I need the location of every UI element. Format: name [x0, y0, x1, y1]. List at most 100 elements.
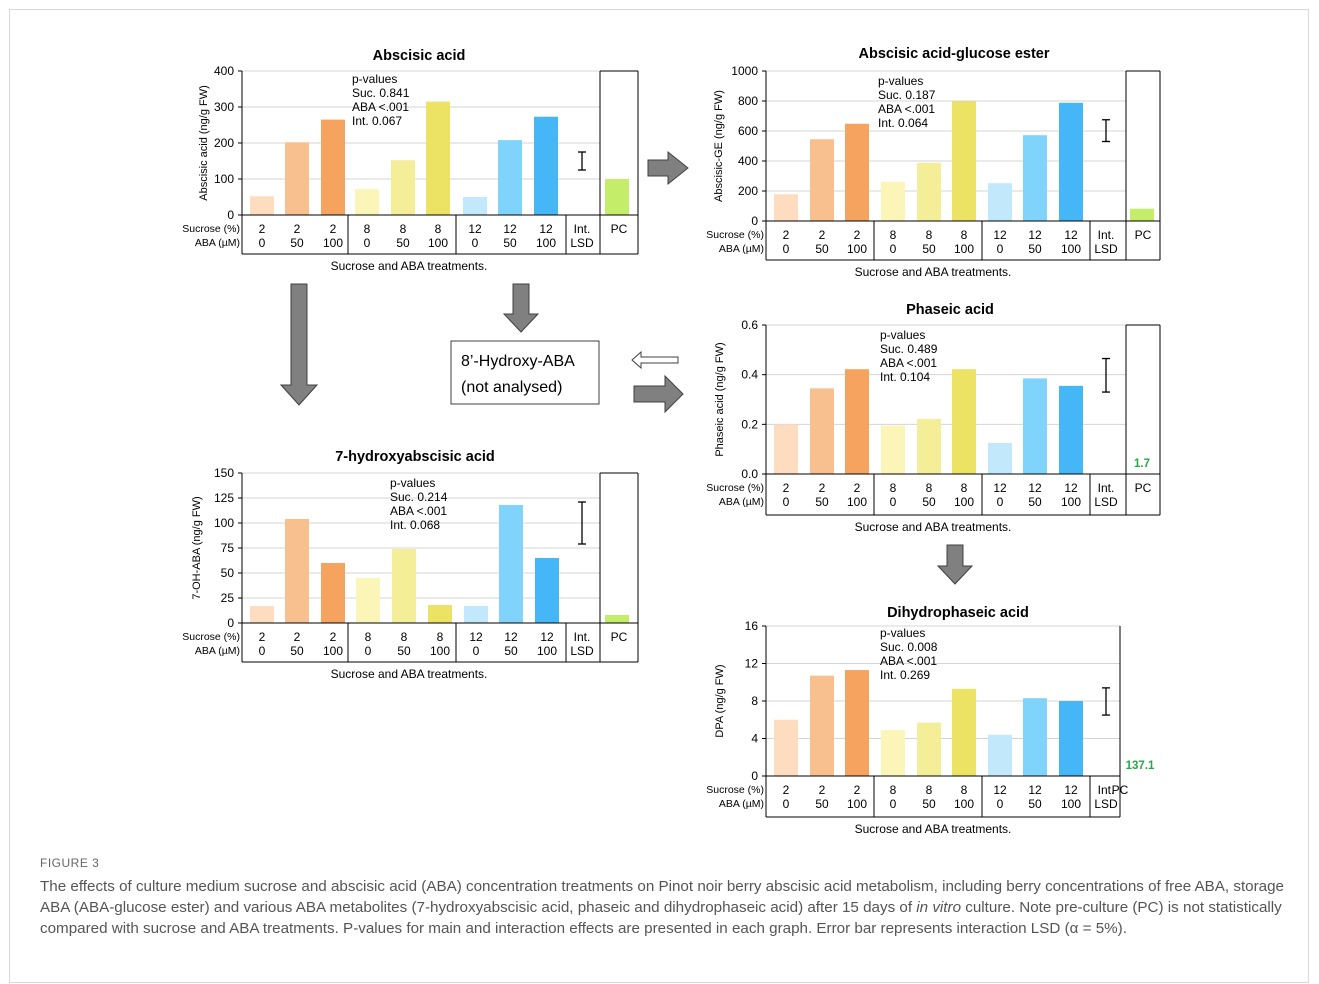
y-tick-label: 0: [227, 616, 234, 630]
bar: [917, 418, 941, 474]
y-tick-label: 0.2: [741, 417, 758, 431]
aba-level-label: 50: [503, 236, 517, 250]
aba-level-label: 50: [397, 644, 411, 658]
arrow-down-icon: [502, 283, 540, 333]
bar: [1023, 378, 1047, 474]
lsd-label-top: Int.: [1098, 228, 1115, 242]
bar: [810, 139, 834, 221]
y-tick-label: 0.0: [741, 467, 758, 481]
y-tick-label: 300: [214, 100, 234, 114]
y-tick-label: 600: [738, 124, 758, 138]
y-tick-label: 0: [227, 208, 234, 222]
bar: [774, 719, 798, 776]
aba-level-label: 100: [954, 495, 974, 509]
aba-row-label: ABA (µM): [195, 645, 240, 657]
p-value-line: Suc. 0.008: [880, 640, 938, 654]
sucrose-level-label: 2: [854, 783, 861, 797]
pathway-arrows: [279, 150, 974, 585]
aba-level-label: 50: [922, 797, 936, 811]
aba-level-label: 100: [954, 242, 974, 256]
chart-title: 7-hydroxyabscisic acid: [335, 449, 495, 465]
chart-title: Dihydrophaseic acid: [887, 605, 1029, 621]
y-tick-label: 0: [751, 214, 758, 228]
bar: [917, 162, 941, 221]
y-tick-label: 4: [751, 732, 758, 746]
sucrose-level-label: 2: [259, 222, 266, 236]
aba-level-label: 0: [783, 242, 790, 256]
aba-level-label: 0: [890, 797, 897, 811]
bar: [845, 369, 869, 474]
aba-level-label: 100: [847, 495, 867, 509]
bar: [774, 424, 798, 474]
sucrose-level-label: 2: [294, 222, 301, 236]
bar: [535, 558, 559, 623]
bar: [881, 425, 905, 474]
aba-level-label: 50: [290, 236, 304, 250]
sucrose-level-label: 12: [540, 630, 554, 644]
p-value-line: Int. 0.064: [878, 116, 928, 130]
aba-level-label: 100: [323, 644, 343, 658]
figure-frame: [9, 9, 1309, 983]
figure-caption: FIGURE 3 The effects of culture medium s…: [40, 856, 1295, 939]
bar: [285, 142, 309, 215]
pc-value-label: 1.7: [1134, 458, 1150, 470]
y-tick-label: 8: [751, 694, 758, 708]
sucrose-level-label: 8: [961, 481, 968, 495]
aba-row-label: ABA (µM): [719, 798, 764, 810]
p-value-line: p-values: [880, 626, 925, 640]
sucrose-level-label: 12: [993, 481, 1007, 495]
pc-label: PC: [1135, 228, 1152, 242]
arrow-down-icon: [936, 544, 974, 585]
aba-level-label: 0: [472, 236, 479, 250]
caption-italic: in vitro: [916, 899, 962, 916]
aba-row-label: ABA (µM): [195, 237, 240, 249]
p-value-line: Int. 0.269: [880, 668, 930, 682]
hydroxy-aba-line-2: (not analysed): [461, 379, 562, 396]
sucrose-level-label: 8: [401, 630, 408, 644]
aba-level-label: 50: [815, 797, 829, 811]
x-axis-title: Sucrose and ABA treatments.: [855, 822, 1012, 836]
sucrose-level-label: 2: [330, 630, 337, 644]
p-value-line: Int. 0.104: [880, 370, 930, 384]
pc-label: PC: [1135, 481, 1152, 495]
arrow-down-icon: [279, 283, 319, 406]
y-tick-label: 1000: [731, 64, 758, 78]
sucrose-level-label: 12: [1064, 481, 1078, 495]
aba-level-label: 100: [1061, 242, 1081, 256]
pc-bar: [1130, 208, 1154, 221]
p-value-line: ABA <.001: [880, 356, 937, 370]
bar: [321, 563, 345, 623]
sucrose-row-label: Sucrose (%): [182, 631, 240, 643]
sucrose-level-label: 2: [854, 228, 861, 242]
aba-level-label: 50: [1028, 495, 1042, 509]
sucrose-level-label: 12: [503, 222, 517, 236]
aba-level-label: 50: [815, 242, 829, 256]
sucrose-level-label: 2: [259, 630, 266, 644]
sucrose-row-label: Sucrose (%): [706, 784, 764, 796]
pc-label: PC: [1112, 783, 1129, 797]
lsd-label-bottom: LSD: [570, 644, 594, 658]
bar: [356, 578, 380, 623]
y-tick-label: 0.4: [741, 368, 758, 382]
aba-level-label: 0: [997, 495, 1004, 509]
aba-level-label: 100: [323, 236, 343, 250]
sucrose-row-label: Sucrose (%): [706, 229, 764, 241]
sucrose-level-label: 8: [365, 630, 372, 644]
sucrose-level-label: 8: [400, 222, 407, 236]
bar: [426, 101, 450, 215]
sucrose-level-label: 8: [926, 481, 933, 495]
sucrose-level-label: 12: [1028, 228, 1042, 242]
pc-bar: [605, 615, 629, 623]
sucrose-level-label: 2: [294, 630, 301, 644]
aba-level-label: 0: [259, 644, 266, 658]
p-value-line: Suc. 0.214: [390, 490, 448, 504]
sucrose-level-label: 2: [783, 783, 790, 797]
sucrose-level-label: 12: [1028, 481, 1042, 495]
y-tick-label: 125: [214, 491, 234, 505]
caption-part-a: The effects of culture medium sucrose an…: [40, 878, 1285, 916]
sucrose-level-label: 8: [890, 228, 897, 242]
pc-value-label: 137.1: [1126, 760, 1155, 772]
bar: [952, 688, 976, 776]
